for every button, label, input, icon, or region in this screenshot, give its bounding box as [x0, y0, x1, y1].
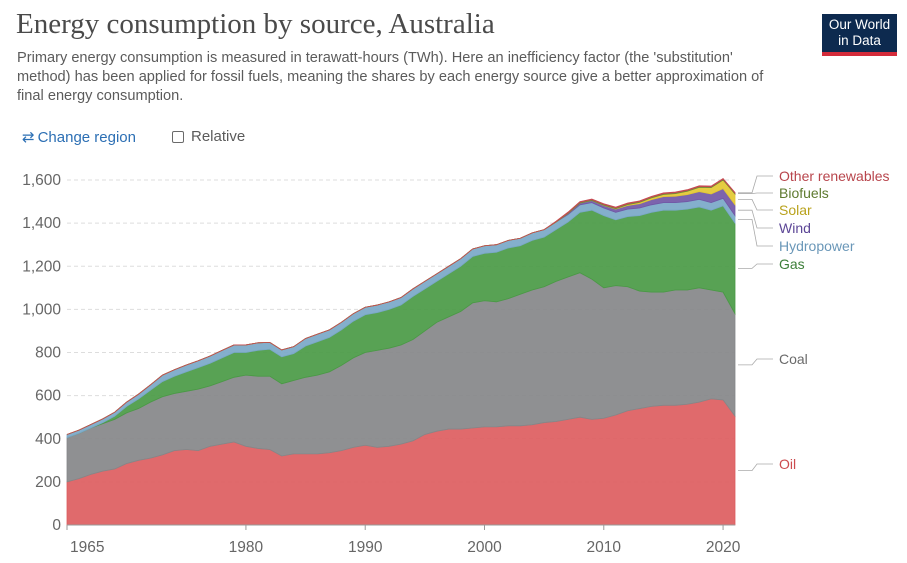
area-series	[66, 177, 736, 526]
legend-label-wind[interactable]: Wind	[779, 220, 811, 236]
x-tick-label: 1990	[348, 539, 383, 556]
y-tick-label: 1,000	[22, 301, 61, 318]
legend-label-oil[interactable]: Oil	[779, 456, 796, 472]
x-tick-label: 2000	[467, 539, 502, 556]
x-tick-label: 2010	[587, 539, 622, 556]
chart-title: Energy consumption by source, Australia	[16, 8, 495, 40]
legend-label-hydropower[interactable]: Hydropower	[779, 238, 855, 254]
x-tick-label: 1965	[70, 539, 104, 556]
legend: Oil Coal Gas Hydropower Wind SolarBiofuelsOth…	[738, 168, 890, 472]
x-tick-label: 1980	[229, 539, 264, 556]
change-region-label: Change region	[37, 128, 136, 146]
change-region-button[interactable]: ⇄ Change region	[22, 128, 136, 147]
x-axis: 1965 1980 1990 2000 2010 2020	[66, 524, 741, 556]
y-tick-label: 200	[35, 474, 61, 491]
legend-leader-solar	[738, 199, 773, 211]
legend-leader-gas	[738, 263, 773, 269]
y-tick-label: 0	[52, 517, 61, 534]
y-axis: 0 200 400 600 800 1,000 1,200 1,400 1,600	[22, 172, 61, 534]
legend-leader-oil	[738, 463, 773, 471]
x-tick-label: 2020	[706, 539, 741, 556]
relative-toggle[interactable]: Relative	[172, 128, 245, 145]
y-tick-label: 1,400	[22, 215, 61, 232]
legend-label-other-renewables[interactable]: Other renewables	[779, 168, 890, 184]
owid-logo[interactable]: Our World in Data	[822, 14, 897, 56]
legend-label-biofuels[interactable]: Biofuels	[779, 185, 829, 201]
legend-leader-wind	[738, 209, 773, 229]
legend-leader-hydropower	[738, 219, 773, 247]
legend-leader-biofuels	[738, 192, 773, 194]
logo-line-2: in Data	[838, 33, 881, 48]
area-other-renewables[interactable]	[66, 177, 736, 435]
y-tick-label: 1,200	[22, 258, 61, 275]
legend-label-solar[interactable]: Solar	[779, 202, 812, 218]
logo-line-1: Our World	[828, 17, 891, 32]
legend-leader-other-renewables	[738, 175, 773, 194]
y-tick-label: 800	[35, 345, 61, 362]
y-tick-label: 1,600	[22, 172, 61, 189]
y-tick-label: 600	[35, 388, 61, 405]
chart-subtitle: Primary energy consumption is measured i…	[17, 50, 764, 104]
relative-checkbox[interactable]	[172, 130, 184, 143]
legend-label-coal[interactable]: Coal	[779, 351, 808, 367]
swap-arrows-icon: ⇄	[22, 129, 35, 146]
legend-leader-coal	[738, 358, 773, 366]
legend-label-gas[interactable]: Gas	[779, 256, 805, 272]
y-tick-label: 400	[35, 431, 61, 448]
relative-label: Relative	[191, 128, 246, 145]
